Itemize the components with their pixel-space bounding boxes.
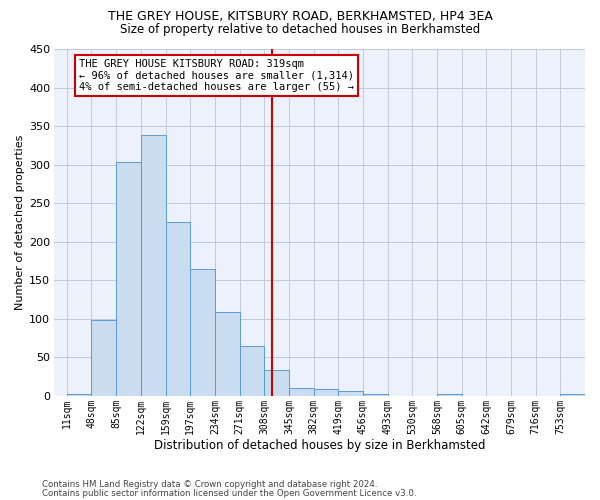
Bar: [560, 394, 585, 396]
Bar: [166, 222, 190, 396]
Bar: [116, 162, 141, 396]
Bar: [91, 320, 116, 396]
Text: Contains HM Land Registry data © Crown copyright and database right 2024.: Contains HM Land Registry data © Crown c…: [42, 480, 377, 489]
Text: THE GREY HOUSE, KITSBURY ROAD, BERKHAMSTED, HP4 3EA: THE GREY HOUSE, KITSBURY ROAD, BERKHAMST…: [107, 10, 493, 23]
Text: Size of property relative to detached houses in Berkhamsted: Size of property relative to detached ho…: [120, 22, 480, 36]
Bar: [437, 394, 461, 396]
Bar: [141, 136, 166, 396]
Bar: [264, 370, 289, 396]
Text: Contains public sector information licensed under the Open Government Licence v3: Contains public sector information licen…: [42, 489, 416, 498]
Bar: [215, 312, 239, 396]
X-axis label: Distribution of detached houses by size in Berkhamsted: Distribution of detached houses by size …: [154, 440, 485, 452]
Bar: [190, 270, 215, 396]
Y-axis label: Number of detached properties: Number of detached properties: [15, 135, 25, 310]
Bar: [363, 394, 388, 396]
Bar: [289, 388, 314, 396]
Bar: [67, 394, 91, 396]
Bar: [314, 389, 338, 396]
Text: THE GREY HOUSE KITSBURY ROAD: 319sqm
← 96% of detached houses are smaller (1,314: THE GREY HOUSE KITSBURY ROAD: 319sqm ← 9…: [79, 59, 354, 92]
Bar: [338, 392, 363, 396]
Bar: [239, 346, 264, 396]
